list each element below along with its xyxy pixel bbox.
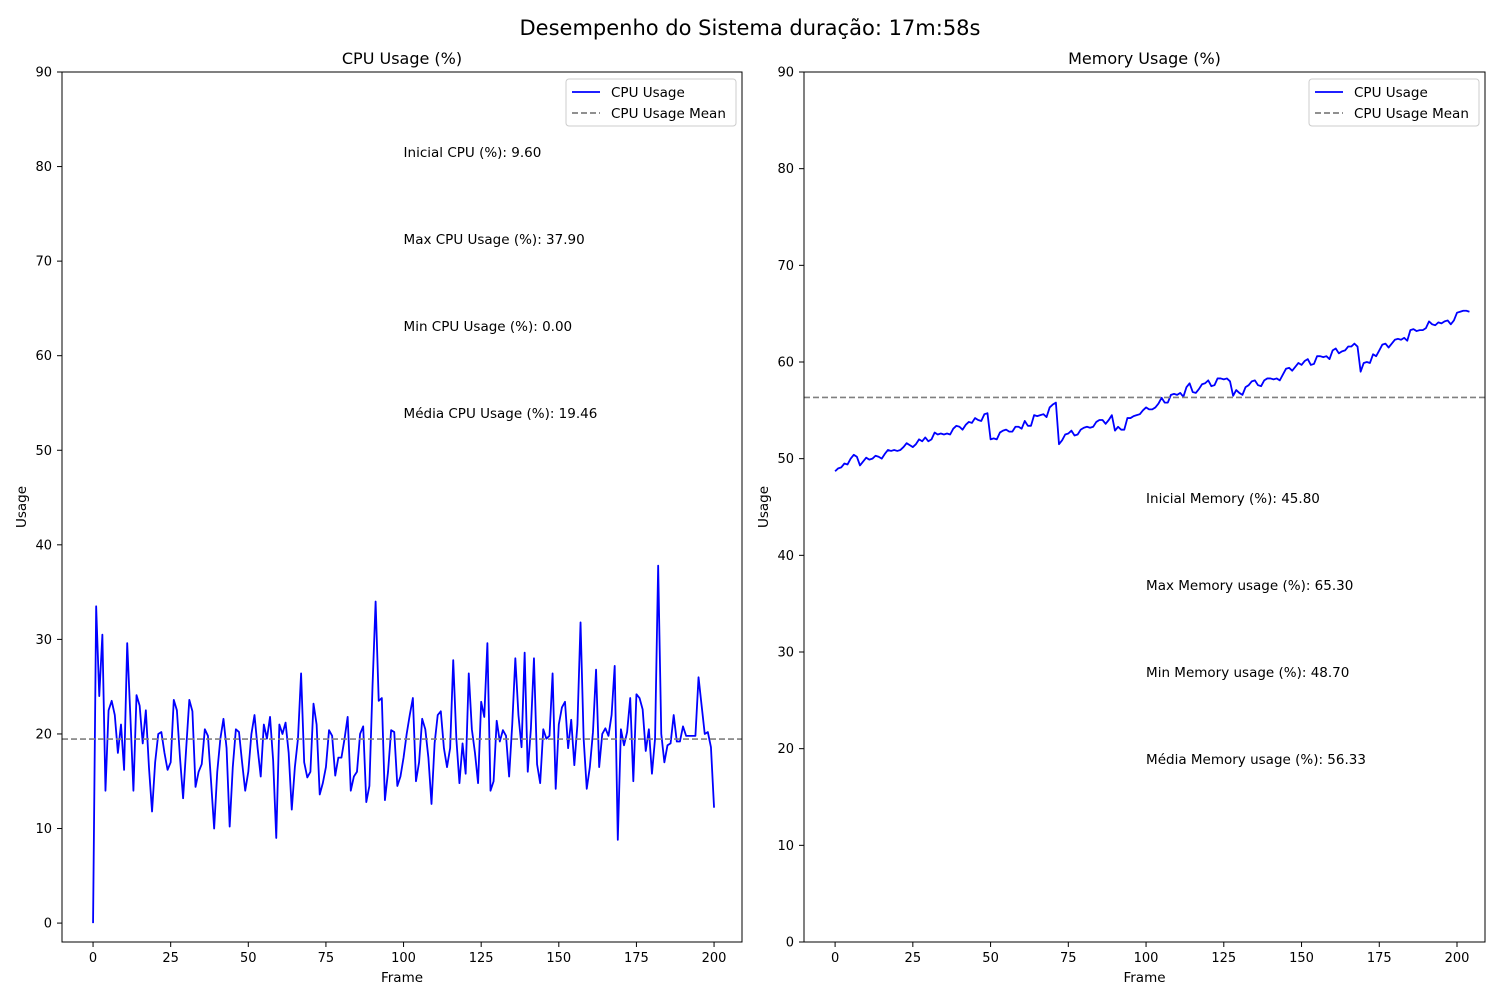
memory-x-tick-label: 25 (905, 951, 922, 966)
cpu-y-tick-label: 10 (35, 822, 52, 837)
cpu-axes-frame (61, 71, 743, 943)
memory-legend-label: CPU Usage Mean (1354, 106, 1469, 122)
memory-y-tick-label: 10 (777, 839, 794, 854)
cpu-y-tick-label: 80 (35, 160, 52, 175)
cpu-x-tick-label: 75 (318, 951, 335, 966)
cpu-legend-label: CPU Usage (611, 85, 685, 101)
cpu-y-tick-label: 90 (35, 66, 52, 81)
memory-y-tick-label: 0 (786, 936, 794, 951)
figure-title: Desempenho do Sistema duração: 17m:58s (520, 16, 981, 40)
cpu-y-tick-label: 20 (35, 727, 52, 742)
cpu-x-tick-label: 175 (624, 951, 649, 966)
memory-y-axis-label: Usage (756, 486, 772, 528)
cpu-x-tick-label: 150 (546, 951, 571, 966)
cpu-x-tick-label: 25 (162, 951, 179, 966)
memory-legend-box (1308, 78, 1480, 127)
memory-legend-label: CPU Usage (1354, 85, 1428, 101)
cpu-y-tick-label: 30 (35, 633, 52, 648)
cpu-usage-line (92, 564, 715, 924)
cpu-legend-box (565, 78, 737, 127)
memory-annotation-2: Max Memory usage (%): 65.30 (1146, 578, 1353, 594)
memory-x-tick-label: 150 (1289, 951, 1314, 966)
memory-x-tick-label: 100 (1134, 951, 1159, 966)
memory-chart-title: Memory Usage (%) (1068, 49, 1221, 68)
cpu-chart-title: CPU Usage (%) (342, 49, 462, 68)
cpu-y-tick-label: 50 (35, 444, 52, 459)
cpu-x-tick-label: 125 (469, 951, 494, 966)
cpu-annotation-4: Média CPU Usage (%): 19.46 (404, 406, 598, 422)
memory-annotation-1: Inicial Memory (%): 45.80 (1146, 491, 1320, 507)
cpu-y-tick-label: 60 (35, 349, 52, 364)
memory-x-tick-label: 125 (1211, 951, 1236, 966)
memory-y-tick-label: 50 (777, 452, 794, 467)
cpu-annotation-2: Max CPU Usage (%): 37.90 (404, 232, 585, 248)
memory-x-tick-label: 50 (982, 951, 999, 966)
cpu-x-tick-label: 200 (702, 951, 727, 966)
memory-legend: CPU Usage CPU Usage Mean (1308, 78, 1480, 127)
cpu-y-tick-label: 0 (44, 917, 52, 932)
memory-x-tick-label: 200 (1445, 951, 1470, 966)
memory-y-tick-label: 40 (777, 549, 794, 564)
memory-y-tick-label: 30 (777, 646, 794, 661)
memory-x-axis-label: Frame (1123, 970, 1165, 986)
cpu-x-tick-label: 0 (89, 951, 97, 966)
memory-y-tick-label: 70 (777, 259, 794, 274)
memory-y-tick-label: 20 (777, 742, 794, 757)
memory-annotation-3: Min Memory usage (%): 48.70 (1146, 665, 1349, 681)
cpu-y-tick-label: 70 (35, 255, 52, 270)
memory-y-tick-label: 90 (777, 66, 794, 81)
cpu-y-tick-label: 40 (35, 538, 52, 553)
cpu-annotation-1: Inicial CPU (%): 9.60 (404, 145, 542, 161)
memory-axes-frame (803, 71, 1486, 943)
cpu-legend: CPU Usage CPU Usage Mean (565, 78, 737, 127)
memory-usage-line (834, 309, 1470, 472)
cpu-x-axis-label: Frame (381, 970, 423, 986)
memory-annotation-4: Média Memory usage (%): 56.33 (1146, 752, 1366, 768)
cpu-x-tick-label: 50 (240, 951, 257, 966)
memory-usage-plot: Memory Usage (%) Inicial Memory (%): 45.8… (756, 49, 1486, 986)
cpu-y-axis-label: Usage (14, 486, 30, 528)
memory-y-tick-label: 80 (777, 162, 794, 177)
memory-y-tick-label: 60 (777, 356, 794, 371)
cpu-usage-plot: CPU Usage (%) Inicial CPU (%): 9.60 Max CP… (14, 49, 743, 986)
cpu-annotation-3: Min CPU Usage (%): 0.00 (404, 319, 573, 335)
memory-x-tick-label: 75 (1060, 951, 1077, 966)
memory-x-tick-label: 0 (831, 951, 839, 966)
cpu-legend-label: CPU Usage Mean (611, 106, 726, 122)
cpu-x-tick-label: 100 (391, 951, 416, 966)
memory-x-tick-label: 175 (1367, 951, 1392, 966)
